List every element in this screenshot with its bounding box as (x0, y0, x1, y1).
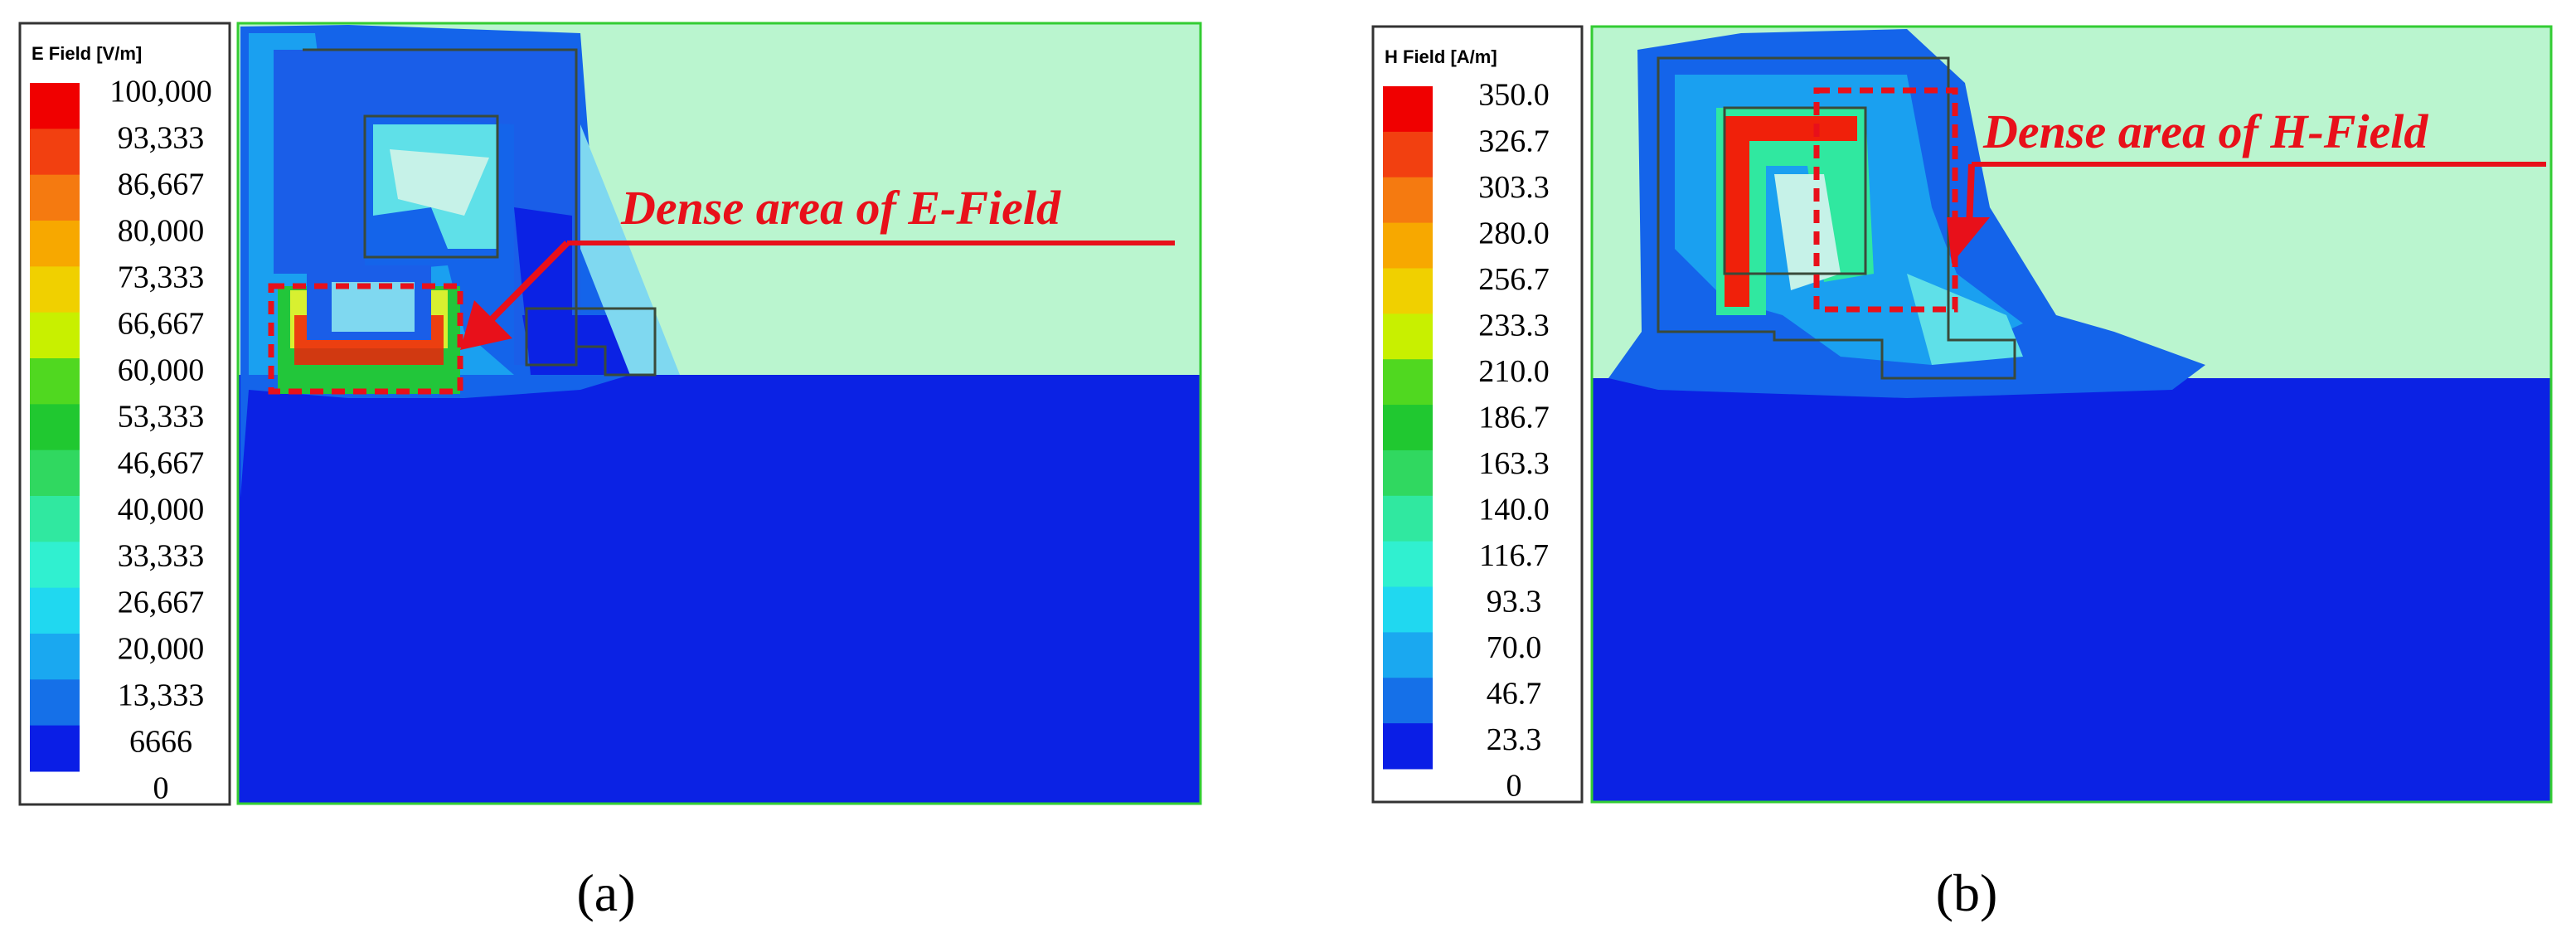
color-band (1383, 313, 1433, 360)
color-band (1383, 177, 1433, 224)
legend-label: 186.7 (1478, 400, 1550, 435)
legend-label: 80,000 (118, 214, 205, 249)
color-band (1383, 586, 1433, 633)
color-band (1383, 678, 1433, 724)
legend-label: 0 (153, 771, 169, 806)
legend-label: 46,667 (118, 446, 205, 481)
legend-label: 6666 (129, 725, 192, 760)
legend-label: 163.3 (1478, 446, 1550, 481)
color-band (30, 587, 80, 634)
annotation: Dense area of E-Field (620, 181, 1061, 235)
color-band (30, 404, 80, 451)
legend-label: 73,333 (118, 260, 205, 295)
color-band (1383, 723, 1433, 770)
color-band (1383, 450, 1433, 497)
color-band (1383, 359, 1433, 406)
legend-label: 40,000 (118, 493, 205, 527)
field-plot-b (1590, 25, 2553, 804)
legend-label: 20,000 (118, 632, 205, 667)
legend-label: 140.0 (1478, 493, 1550, 527)
legend-label: 350.0 (1478, 78, 1550, 113)
color-band (1383, 405, 1433, 451)
legend-label: 100,000 (109, 75, 212, 109)
color-band (30, 129, 80, 176)
color-band (30, 634, 80, 680)
annotation: Dense area of H-Field (1982, 104, 2428, 158)
legend-label: 86,667 (118, 168, 205, 202)
color-band (30, 174, 80, 221)
legend-label: 116.7 (1479, 538, 1549, 573)
legend-label: 26,667 (118, 586, 205, 620)
legend-label: 53,333 (118, 400, 205, 435)
color-band (1383, 495, 1433, 542)
legend-label: 70.0 (1487, 630, 1542, 665)
legend-label: 0 (1506, 769, 1522, 804)
color-band (1383, 632, 1433, 678)
color-band (30, 221, 80, 267)
legend-label: 210.0 (1478, 354, 1550, 389)
legend-label: 326.7 (1478, 124, 1550, 158)
color-band (30, 725, 80, 772)
color-band (1383, 541, 1433, 588)
color-band (30, 542, 80, 589)
color-band (30, 358, 80, 405)
caption: (b) (1936, 863, 1998, 922)
legend-label: 60,000 (118, 353, 205, 388)
color-band (30, 496, 80, 542)
legend-title: H Field [A/m] (1385, 46, 1497, 67)
legend-label: 46.7 (1487, 677, 1542, 712)
color-band (30, 312, 80, 359)
legend-label: 33,333 (118, 539, 205, 574)
legend-label: 303.3 (1478, 170, 1550, 205)
legend-label: 233.3 (1478, 308, 1550, 343)
legend-label: 93,333 (118, 121, 205, 156)
color-band (1383, 86, 1433, 133)
color-band (1383, 222, 1433, 269)
color-band (1383, 268, 1433, 314)
legend-label: 23.3 (1487, 722, 1542, 757)
caption: (a) (576, 863, 635, 922)
color-band (1383, 131, 1433, 178)
color-band (30, 450, 80, 497)
legend-label: 13,333 (118, 678, 205, 713)
color-band (30, 83, 80, 129)
legend-label: 93.3 (1487, 585, 1542, 620)
legend-label: 66,667 (118, 307, 205, 342)
legend-label: 256.7 (1478, 262, 1550, 297)
legend-title: E Field [V/m] (32, 43, 142, 64)
field-plot-a (236, 22, 1202, 805)
color-band (30, 679, 80, 727)
color-band (30, 266, 80, 313)
legend-label: 280.0 (1478, 216, 1550, 250)
